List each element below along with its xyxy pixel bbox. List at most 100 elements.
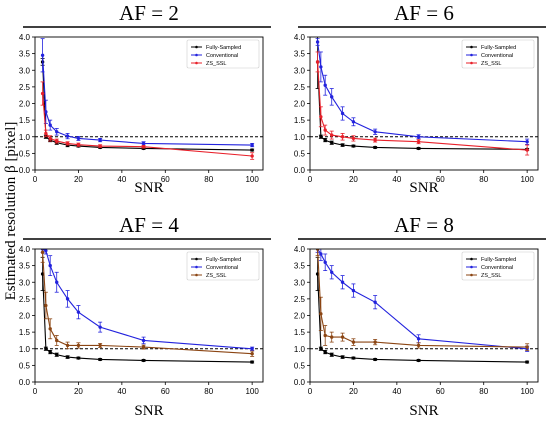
data-point	[525, 345, 529, 349]
legend-entry: Fully-Sampled	[206, 257, 241, 263]
data-point	[373, 300, 377, 304]
y-tick-label: 3.0	[294, 66, 306, 75]
data-point	[319, 347, 323, 351]
y-tick-label: 1.0	[294, 133, 306, 142]
y-tick-label: 3.0	[19, 278, 31, 287]
y-tick-label: 0.5	[294, 149, 306, 158]
legend-box	[186, 39, 260, 69]
y-tick-label: 1.5	[19, 328, 31, 337]
data-point	[351, 120, 356, 124]
legend-entry: Conventional	[206, 265, 238, 271]
data-point	[351, 340, 356, 344]
y-tick-label: 2.5	[19, 83, 31, 92]
data-point	[65, 355, 70, 359]
y-tick-label: 2.5	[294, 83, 306, 92]
series-line	[42, 55, 253, 146]
data-point	[48, 350, 52, 354]
y-tick-label: 1.5	[294, 328, 306, 337]
chart-panel-af2: AF = 2 SNR 0.0 0.5 1.0 1.5 2.0 2.5 3.0 3.5 4.0 0 20 4…	[19, 1, 271, 196]
legend-entry: ZS_SSL	[481, 273, 501, 279]
legend-entry: ZS_SSL	[206, 273, 226, 279]
y-axis-label: Estimated resolution β [pixel]	[3, 122, 19, 301]
x-tick-label: 40	[117, 387, 126, 396]
x-tick-label: 40	[392, 175, 401, 184]
x-tick-label: 20	[74, 387, 83, 396]
legend-entry: Conventional	[206, 53, 238, 59]
data-point	[55, 130, 59, 134]
legend-marker	[470, 273, 473, 277]
data-point	[340, 135, 345, 139]
data-point	[141, 358, 146, 363]
legend: Fully-Sampled Conventional ZS_SSL	[186, 251, 260, 281]
y-tick-label: 4.0	[294, 33, 306, 42]
data-point	[323, 83, 327, 87]
y-tick-label: 1.0	[19, 133, 31, 142]
data-point	[340, 355, 345, 359]
data-point	[76, 343, 81, 348]
legend-box	[186, 251, 260, 281]
data-point	[330, 133, 334, 137]
x-axis-label: SNR	[409, 180, 438, 196]
legend: Fully-Sampled Conventional ZS_SSL	[186, 39, 260, 69]
y-tick-label: 4.0	[19, 245, 31, 254]
data-point	[40, 91, 45, 96]
x-tick-label: 100	[245, 387, 259, 396]
data-point	[351, 356, 356, 360]
data-point	[44, 347, 48, 351]
y-tick-label: 2.0	[19, 312, 31, 321]
data-point	[330, 95, 334, 99]
data-point	[44, 110, 48, 114]
x-tick-label: 0	[308, 387, 313, 396]
legend-marker	[195, 61, 198, 65]
data-point	[76, 356, 81, 360]
x-tick-label: 100	[520, 175, 534, 184]
x-tick-label: 60	[161, 387, 170, 396]
series-fully-sampled	[40, 256, 255, 364]
data-point	[330, 335, 334, 339]
data-point	[340, 335, 345, 339]
y-tick-label: 4.0	[19, 33, 31, 42]
y-tick-label: 2.0	[19, 100, 31, 109]
data-point	[351, 136, 356, 141]
x-tick-label: 100	[520, 387, 534, 396]
data-point	[340, 111, 345, 116]
data-point	[323, 333, 327, 338]
y-tick-label: 1.5	[19, 116, 31, 125]
legend-marker	[470, 257, 473, 261]
plot-frame	[34, 36, 264, 171]
legend-entry: Fully-Sampled	[481, 257, 516, 263]
x-tick-label: 80	[204, 387, 213, 396]
data-point	[250, 154, 254, 158]
data-point	[319, 65, 323, 69]
data-point	[48, 123, 52, 127]
data-point	[65, 343, 70, 348]
data-point	[330, 141, 334, 145]
data-point	[323, 128, 327, 132]
data-point	[250, 148, 254, 152]
data-point	[525, 360, 529, 364]
plot-frame	[309, 248, 539, 383]
data-point	[373, 145, 377, 150]
data-point	[250, 143, 254, 147]
series-conventional	[40, 38, 255, 148]
data-point	[141, 145, 146, 149]
x-tick-label: 80	[479, 387, 488, 396]
y-tick-label: 0.5	[19, 149, 31, 158]
data-point	[416, 135, 421, 139]
x-tick-label: 100	[245, 175, 259, 184]
y-tick-label: 1.5	[294, 116, 306, 125]
x-tick-label: 0	[308, 175, 313, 184]
legend-entry: ZS_SSL	[481, 61, 501, 67]
data-point	[141, 141, 146, 146]
legend: Fully-Sampled Conventional ZS_SSL	[461, 251, 535, 281]
x-tick-label: 20	[74, 175, 83, 184]
y-tick-label: 0.0	[19, 378, 31, 387]
legend-marker	[470, 53, 473, 57]
series-zs-ssl	[315, 249, 530, 351]
y-tick-label: 2.0	[294, 312, 306, 321]
y-tick-label: 0.5	[19, 361, 31, 370]
legend-marker	[195, 257, 198, 261]
legend-entry: Conventional	[481, 265, 513, 271]
y-tick-label: 1.0	[19, 345, 31, 354]
x-tick-label: 60	[436, 175, 445, 184]
